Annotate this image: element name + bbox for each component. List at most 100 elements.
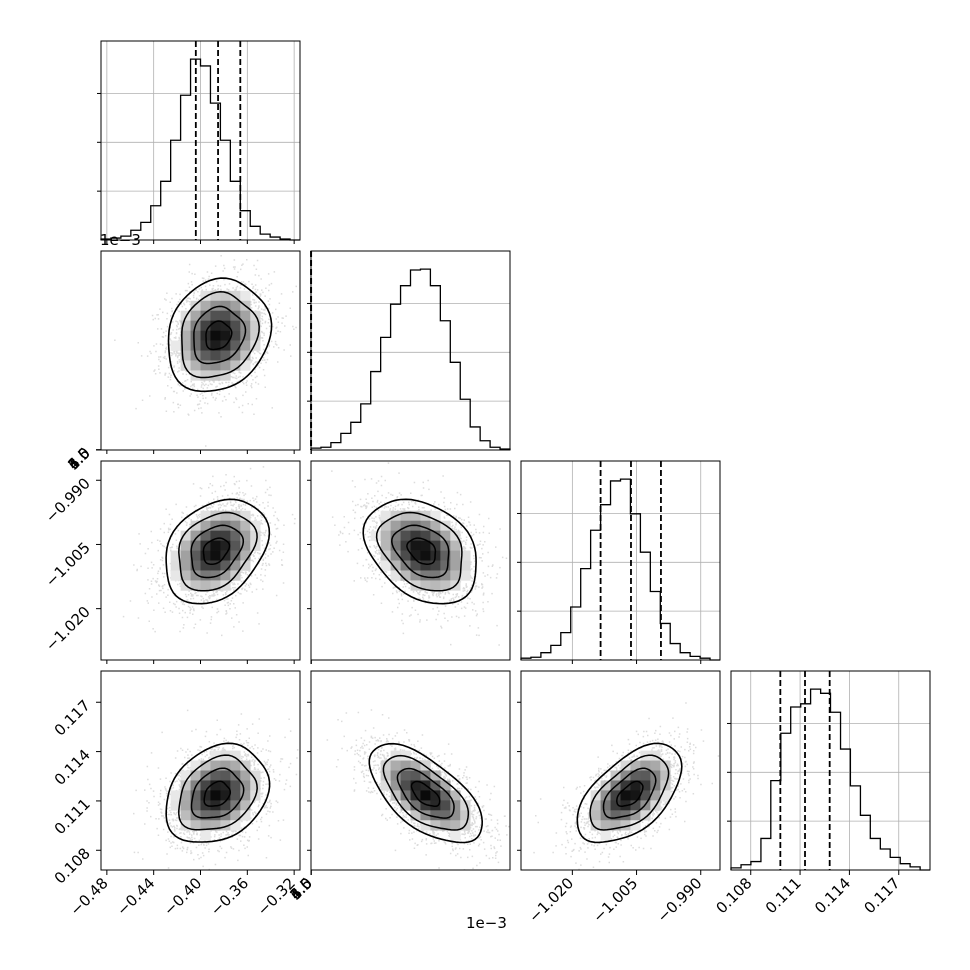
density-cell [380,540,391,551]
density-cell [660,790,671,801]
density-cell [210,520,221,531]
density-cell [370,530,381,541]
density-cell [400,530,411,541]
density-cell [460,560,471,571]
density-cell [450,810,461,821]
density-cell [220,560,231,571]
density-cell [420,820,431,831]
density-cell [660,770,671,781]
density-cell [400,780,411,791]
density-cell [250,520,261,531]
density-cell [380,520,391,531]
density-cell [420,530,431,541]
density-cell [180,330,191,341]
density-cell [200,560,211,571]
panel-content [326,709,510,870]
density-cell [250,340,261,351]
density-cell [190,360,201,371]
density-cell [230,360,241,371]
sample-points [114,255,297,447]
density-cell [180,770,191,781]
contour-level-2 [589,754,670,831]
density-cell [610,810,621,821]
density-cell [440,780,451,791]
density-cell [230,790,241,801]
density-cell [390,520,401,531]
density-cell [220,540,231,551]
contour-outer [165,498,271,605]
density-cell [400,510,411,521]
density-cell [230,520,241,531]
x-tick-label: −1.005 [589,874,641,926]
density-cell [410,510,421,521]
density-cell [450,820,461,831]
density-cell [190,300,201,311]
density-cell [220,770,231,781]
density-cell [220,760,231,771]
density-cell [390,760,401,771]
density-cell [190,760,201,771]
density-cell [630,760,641,771]
density-cell [410,540,421,551]
density-cell [400,560,411,571]
density-cell [210,750,221,761]
density-cell [620,780,631,791]
density-cell [210,360,221,371]
density-cell [230,290,241,302]
histogram-step [100,58,300,241]
density-cell [230,780,241,791]
density-cell [420,810,431,821]
contour-level-2 [375,511,463,592]
density-cell [200,550,211,561]
contour-level-1 [193,305,247,365]
histogram-1 [97,41,300,241]
density-cell [440,580,451,591]
density-cell [460,810,471,821]
density-cell [250,530,261,541]
density-cell [220,320,231,331]
density-cell [240,540,251,551]
density-cell [410,770,421,781]
density-cell [420,800,431,811]
pair-panel-3-1 [326,709,510,870]
contour-level-2 [382,754,470,831]
density-cell [200,570,211,581]
density-cell [430,540,441,551]
density-cell [590,810,601,821]
density-cell [240,290,251,302]
histogram-2 [307,251,511,450]
density-cell [240,770,251,781]
density-cell [200,790,211,801]
density-cell [210,350,221,361]
x-tick-label: 6.0 [286,874,316,904]
contour-level-1 [391,524,450,579]
panel-content [133,709,300,870]
density-cell [210,540,221,551]
density-cell [460,550,471,561]
density-cell [430,570,441,581]
density-cell [190,520,201,531]
density-cell [190,820,201,831]
density-cell [180,800,191,811]
density-cell [180,350,191,361]
density-cell [450,550,461,561]
density-cell [600,800,611,811]
density-cell [430,580,441,591]
density-cell [390,560,401,571]
density-cell [170,800,181,811]
density-cell [640,780,651,791]
density-cell [230,530,241,541]
density-cell [430,810,441,821]
density-cell [640,770,651,781]
density-cell [200,530,211,541]
density-cell [170,790,181,801]
density-cell [420,570,431,581]
density-cell [440,570,451,581]
density-cell [390,770,401,781]
density-cell [430,520,441,531]
contour-level-1 [190,524,245,579]
density-cell [420,790,431,801]
density-cell [170,570,181,581]
density-cell [240,810,251,821]
density-cell [460,800,471,811]
